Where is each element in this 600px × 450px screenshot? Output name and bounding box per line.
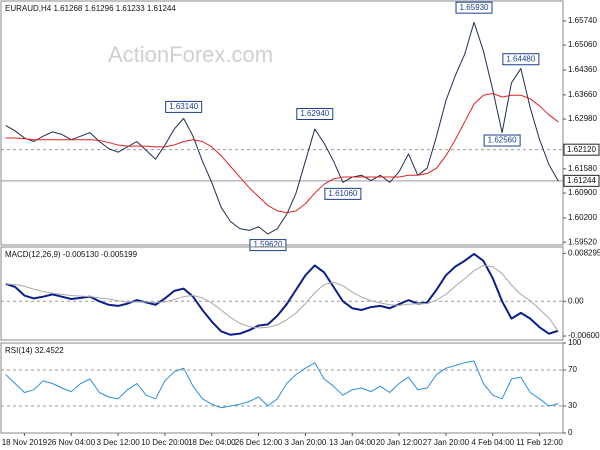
price-annotation-box <box>324 187 362 200</box>
watermark: ActionForex.com <box>108 42 273 67</box>
price-annotation: 1.65930 <box>460 3 489 12</box>
y-tick-label: 1.61580 <box>568 164 597 173</box>
series-line <box>5 264 559 332</box>
series-line <box>5 21 559 235</box>
price-annotation: 1.62940 <box>300 109 329 118</box>
level-label: 1.61244 <box>567 176 596 185</box>
y-tick-label: 1.65740 <box>568 16 597 25</box>
y-tick-label: 1.62980 <box>568 114 597 123</box>
price-annotation: 1.63140 <box>169 102 198 111</box>
x-tick-label: 10 Dec 20:00 <box>141 438 189 447</box>
y-tick-label: -0.006007 <box>568 331 600 340</box>
price-annotation-box <box>502 53 540 66</box>
x-tick-label: 27 Jan 20:00 <box>423 438 470 447</box>
price-annotation: 1.62560 <box>488 136 517 145</box>
panel-title: MACD(12,26,9) -0.005130 -0.005199 <box>5 250 138 259</box>
series-line <box>5 252 559 336</box>
y-tick-label: 70 <box>568 365 577 374</box>
price-annotation-box <box>165 100 203 113</box>
x-tick-label: 11 Feb 12:00 <box>516 438 563 447</box>
x-tick-label: 20 Jan 12:00 <box>376 438 423 447</box>
y-tick-label: 1.60200 <box>568 213 597 222</box>
level-label-box <box>563 143 600 156</box>
level-label-box <box>563 174 600 187</box>
price-annotation: 1.59620 <box>253 240 282 249</box>
price-annotation: 1.64480 <box>506 54 535 63</box>
y-tick-label: 0 <box>568 428 573 437</box>
price-annotation-box <box>455 1 493 14</box>
price-annotation-box <box>249 239 287 252</box>
panel-frame <box>0 342 564 434</box>
y-tick-label: 30 <box>568 401 577 410</box>
y-tick-label: 1.59520 <box>568 237 597 246</box>
y-tick-label: 100 <box>568 338 582 347</box>
x-tick-label: 26 Nov 04:00 <box>47 438 95 447</box>
price-annotation-box <box>296 108 334 121</box>
panel-title: RSI(14) 32.4522 <box>5 346 64 355</box>
series-line <box>5 92 559 214</box>
x-tick-label: 18 Nov 2019 <box>2 438 48 447</box>
price-annotation-box <box>483 134 521 147</box>
y-tick-label: 1.60900 <box>568 188 597 197</box>
price-annotation: 1.61060 <box>328 189 357 198</box>
y-tick-label: 0.00 <box>568 296 584 305</box>
y-tick-label: 1.65060 <box>568 40 597 49</box>
y-tick-label: 1.63660 <box>568 90 597 99</box>
x-tick-label: 4 Feb 04:00 <box>471 438 514 447</box>
x-tick-label: 18 Dec 04:00 <box>188 438 236 447</box>
y-tick-label: 0.008295 <box>568 248 600 257</box>
panel-title: EURAUD,H4 1.61268 1.61296 1.61233 1.6124… <box>5 4 176 13</box>
x-tick-label: 3 Jan 20:00 <box>285 438 327 447</box>
series-line <box>5 360 559 409</box>
level-label: 1.62120 <box>567 145 596 154</box>
x-tick-label: 13 Jan 04:00 <box>329 438 376 447</box>
x-tick-label: 3 Dec 12:00 <box>97 438 141 447</box>
x-tick-label: 26 Dec 12:00 <box>235 438 283 447</box>
panel-frame <box>0 246 564 341</box>
y-tick-label: 1.64360 <box>568 65 597 74</box>
